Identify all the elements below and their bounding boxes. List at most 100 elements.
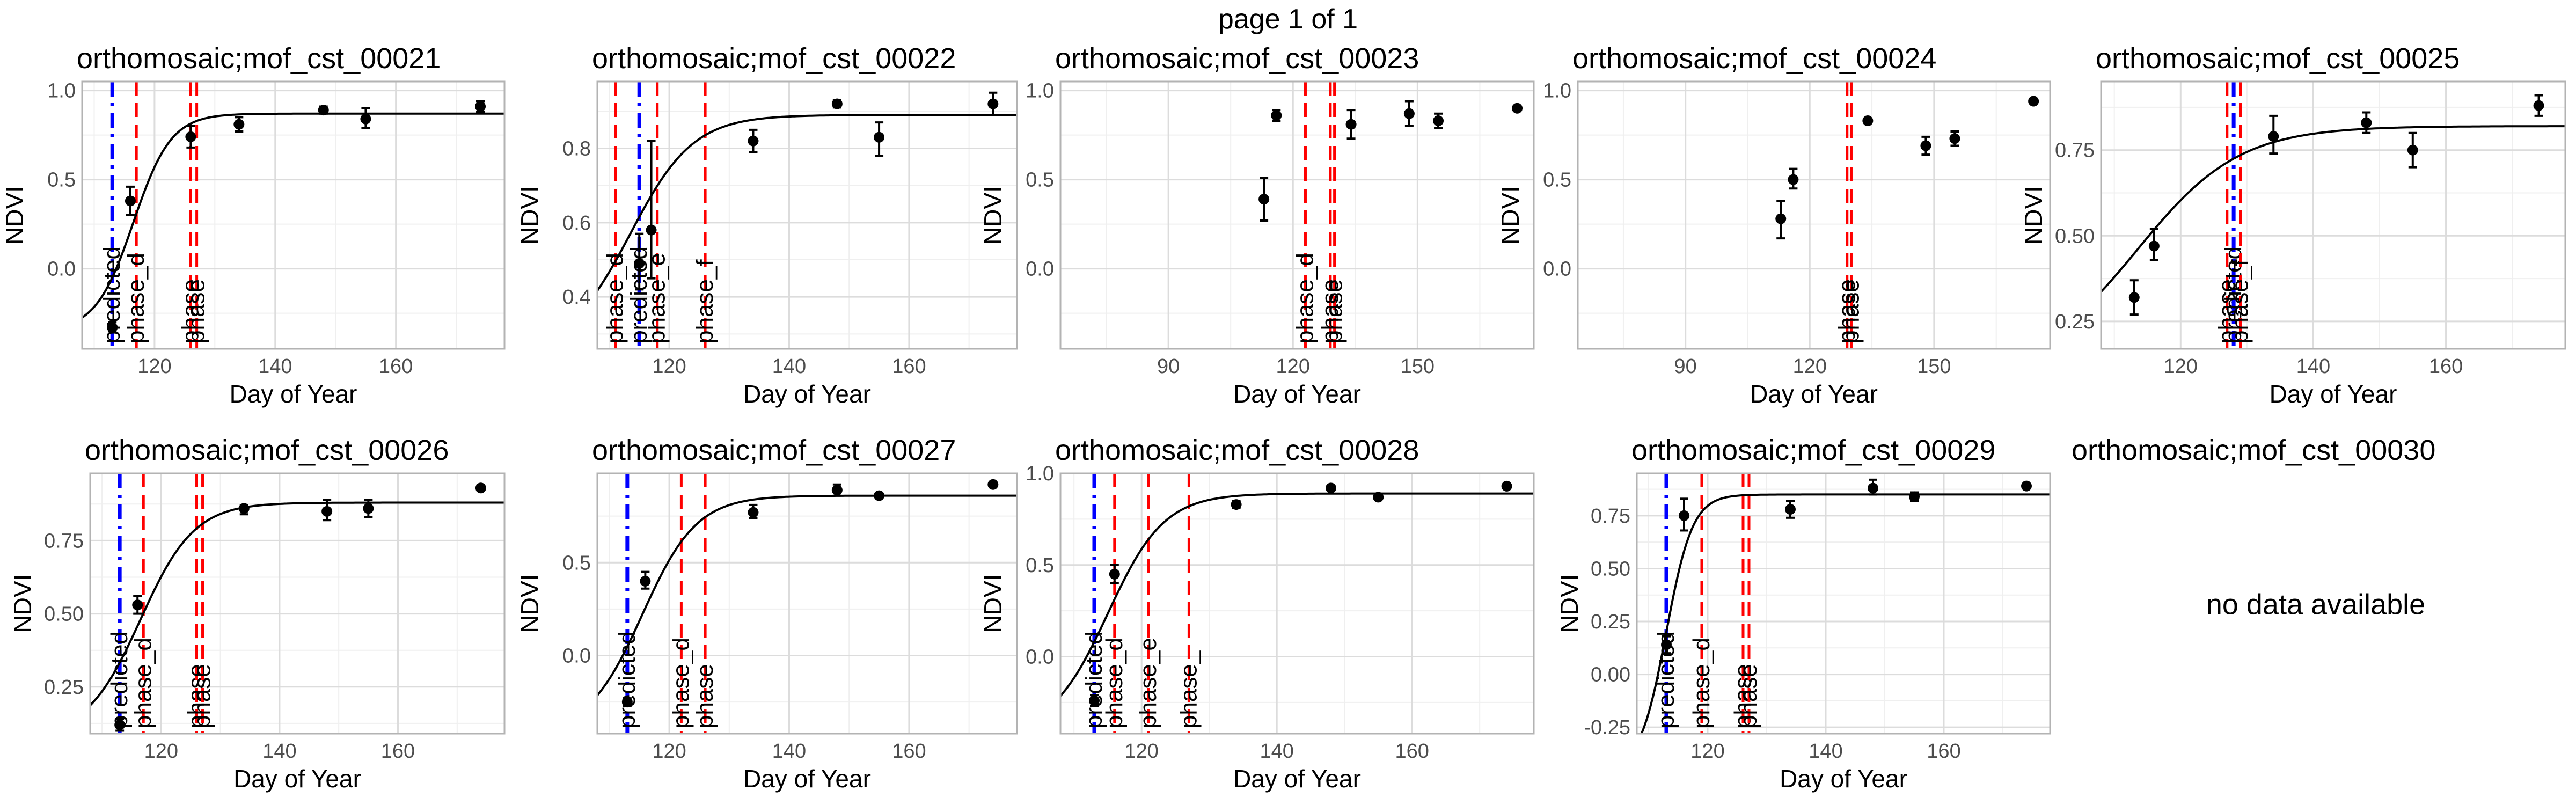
data-point [987, 479, 999, 490]
panel-title: orthomosaic;mof_cst_00023 [1055, 42, 1419, 75]
y-tick-label: 0.25 [2055, 311, 2095, 333]
x-tick-label: 160 [1395, 740, 1429, 763]
data-point [1679, 510, 1689, 521]
y-tick-label: 0.5 [47, 169, 76, 192]
panel-title: orthomosaic;mof_cst_00028 [1055, 434, 1419, 466]
phase-line-label: phase [189, 664, 216, 728]
data-point [1403, 108, 1415, 119]
y-tick-label: 0.6 [562, 212, 591, 235]
data-point [2028, 96, 2039, 107]
data-point [2128, 292, 2140, 303]
data-point [1785, 504, 1796, 515]
data-point [360, 113, 371, 125]
data-point [475, 482, 486, 494]
panel-border [1059, 472, 1535, 735]
data-point [114, 719, 126, 730]
data-point [132, 599, 143, 611]
x-tick-label: 120 [652, 355, 686, 378]
data-point [621, 697, 633, 708]
x-tick-label: 160 [2429, 355, 2463, 378]
data-point [874, 490, 885, 501]
y-tick-label: 1.0 [1543, 80, 1571, 103]
data-point [1501, 480, 1512, 492]
data-point [321, 506, 333, 517]
y-axis-label: NDVI [516, 186, 544, 245]
y-tick-label: 0.5 [1026, 169, 1054, 192]
y-axis-label: NDVI [979, 186, 1007, 245]
y-tick-label: 0.75 [44, 530, 84, 552]
data-point [2148, 240, 2160, 252]
x-tick-label: 120 [2164, 355, 2198, 378]
y-axis-label: NDVI [2019, 186, 2047, 245]
y-tick-label: 0.0 [47, 258, 76, 281]
x-tick-label: 140 [1809, 740, 1842, 763]
panel-1: orthomosaic;mof_cst_00021 120 140 160 0.0 0.5… [1, 42, 506, 408]
panel-title: orthomosaic;mof_cst_00022 [592, 42, 956, 75]
data-point [2021, 480, 2032, 492]
phase-line-label: phase_f [2227, 259, 2253, 343]
phase-line-label: phase_e [644, 253, 670, 343]
y-tick-label: 1.0 [47, 80, 76, 103]
data-point [2361, 117, 2372, 128]
x-tick-label: 160 [892, 355, 926, 378]
x-tick-label: 120 [1124, 740, 1158, 763]
data-point [874, 131, 885, 143]
phase-line-label: phase [1730, 664, 1756, 728]
panel-border [1636, 472, 2051, 735]
phase-line-label: phase [1317, 279, 1343, 343]
y-tick-label: 0.50 [2055, 225, 2095, 247]
x-tick-label: 150 [1917, 355, 1951, 378]
data-point [1373, 492, 1384, 503]
panel-title: orthomosaic;mof_cst_00030 [2072, 434, 2435, 466]
y-tick-label: 0.0 [562, 645, 591, 668]
panel-title: orthomosaic;mof_cst_00025 [2096, 42, 2460, 75]
phase-line-label: phase [1736, 664, 1762, 728]
panel-title: orthomosaic;mof_cst_00021 [77, 42, 441, 75]
data-point [1109, 568, 1120, 580]
panel-8: orthomosaic;mof_cst_00028 120 140 160 0.0 0.5… [979, 434, 1535, 793]
data-point [748, 135, 759, 147]
panel-title: orthomosaic;mof_cst_00024 [1572, 42, 1936, 75]
panel-3: orthomosaic;mof_cst_00023 90 120 150 0.0 0.5 1… [979, 42, 1535, 408]
x-tick-label: 140 [2296, 355, 2330, 378]
panel-4: orthomosaic;mof_cst_00024 90 120 150 0.0 0.5 1… [1496, 42, 2051, 408]
data-point [1231, 499, 1242, 510]
data-point [748, 507, 759, 518]
panel-border [89, 472, 506, 735]
phase-line-label: phase_d [123, 253, 149, 343]
panel-border [596, 80, 1018, 350]
x-axis-label: Day of Year [743, 765, 871, 793]
data-point [1788, 174, 1799, 185]
x-tick-label: 90 [1674, 355, 1697, 378]
phase-line-label: phase [692, 664, 718, 728]
predicted-line-label: predicted [2220, 246, 2246, 343]
panel-6: orthomosaic;mof_cst_00026 120 140 160 0.25 0.… [9, 434, 506, 793]
data-point [1271, 110, 1282, 121]
phase-line-label: phase_d [1292, 253, 1318, 343]
phase-line-label: phase_d [1101, 638, 1128, 728]
phase-line-label: phase_ [1175, 650, 1202, 728]
x-tick-label: 120 [137, 355, 171, 378]
data-point [1258, 194, 1270, 205]
fitted-curve [1060, 492, 1534, 697]
x-axis-label: Day of Year [230, 380, 357, 408]
phase-line-label: phase [1321, 279, 1348, 343]
panel-7: orthomosaic;mof_cst_00027 120 140 160 0.0 0.5… [516, 434, 1018, 793]
data-point [475, 101, 486, 112]
y-tick-label: 0.0 [1026, 258, 1054, 281]
phase-line-label: phase [1838, 279, 1864, 343]
x-tick-label: 120 [144, 740, 178, 763]
data-point [185, 131, 196, 142]
phase-line-label: phase_f [692, 259, 718, 343]
phase-line-label: phase [184, 279, 210, 343]
phase-line-label: phase_d [1688, 638, 1715, 728]
data-point [1661, 639, 1672, 650]
x-tick-label: 120 [1793, 355, 1827, 378]
